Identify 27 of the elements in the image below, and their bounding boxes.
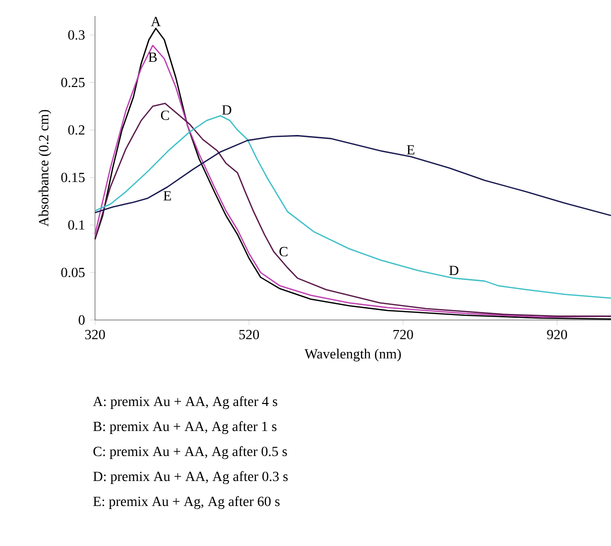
y-tick-label: 0.2 bbox=[68, 125, 84, 135]
y-tick-label: 0.05 bbox=[61, 268, 85, 278]
y-tick-label: 0.15 bbox=[61, 172, 85, 182]
annotation: E bbox=[164, 191, 171, 200]
y-tick-label: 0.25 bbox=[61, 78, 85, 88]
y-tick-label: 0.3 bbox=[68, 30, 85, 40]
annotation: B bbox=[148, 52, 157, 62]
text: D: premix Au + AA, Ag after 0.3 s bbox=[93, 471, 288, 484]
x-tick-label: 720 bbox=[394, 330, 413, 340]
text: C: premix Au + AA, Ag after 0.5 s bbox=[93, 446, 287, 460]
text: E: premix Au + Ag, Ag after 60 s bbox=[93, 496, 280, 510]
x-tick-label: 320 bbox=[85, 330, 105, 340]
x-tick-label: 520 bbox=[239, 330, 259, 340]
y-axis-title: Absorbance (0.2 cm) bbox=[38, 110, 52, 227]
text: B: premix Au + AA, Ag after 1 s bbox=[93, 421, 276, 434]
annotation: C bbox=[161, 110, 169, 120]
annotation: E bbox=[406, 145, 414, 154]
y-tick-label: 0.1 bbox=[68, 220, 84, 230]
x-axis-title: Wavelength (nm) bbox=[304, 348, 401, 362]
annotation: A bbox=[150, 16, 161, 26]
x-tick-label: 920 bbox=[547, 330, 568, 340]
line-series bbox=[94, 135, 611, 216]
text: A: premix Au + AA, Ag after 4 s bbox=[92, 396, 278, 410]
annotation: D bbox=[449, 266, 458, 276]
annotation: C bbox=[279, 246, 288, 256]
annotation: D bbox=[222, 105, 232, 115]
y-tick-label: 0 bbox=[78, 315, 85, 325]
